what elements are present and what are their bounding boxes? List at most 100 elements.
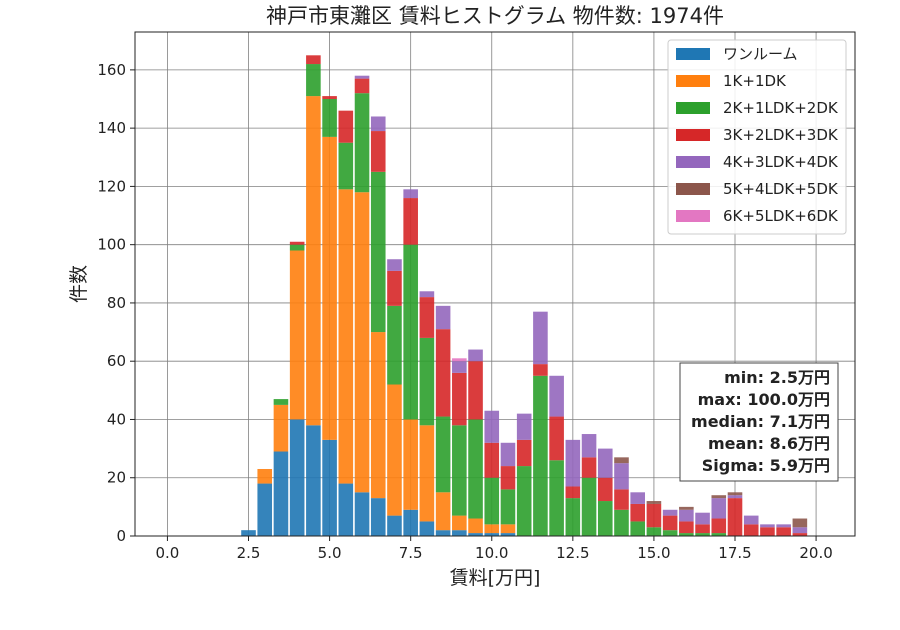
x-axis-label: 賃料[万円] [450,567,541,589]
legend-label: 6K+5LDK+6DK [723,207,839,225]
y-tick-label: 160 [97,61,126,79]
bar-segment-4 [792,527,808,534]
bar-segment-3 [695,524,710,534]
bar-segment-3 [533,364,548,376]
bar-segment-5 [679,506,694,510]
bar-segment-0 [484,533,500,536]
bar-segment-2 [354,93,370,193]
bar-segment-2 [516,466,532,536]
stats-min: min: 2.5万円 [724,368,830,387]
bar-segment-4 [484,410,500,443]
y-tick-label: 80 [107,294,126,312]
bar-segment-4 [468,349,483,362]
legend-label: 3K+2LDK+3DK [723,126,839,144]
bar-segment-2 [597,501,613,536]
bar-segment-4 [662,509,678,516]
bar-segment-2 [370,171,386,333]
bar-segment-4 [695,512,710,525]
legend-label: 4K+3LDK+4DK [723,153,839,171]
legend-label: ワンルーム [723,45,798,63]
bar-segment-0 [403,509,418,536]
bar-segment-3 [760,527,775,536]
bar-segment-2 [533,375,548,536]
bar-segment-4 [565,439,581,487]
x-tick-label: 20.0 [799,544,832,562]
x-tick-label: 15.0 [637,544,670,562]
bar-segment-3 [435,329,451,417]
bar-segment-2 [711,533,727,536]
bar-segment-3 [597,477,613,502]
stats-mean: mean: 8.6万円 [708,434,830,453]
legend-box [667,39,847,235]
bar-segment-4 [614,463,629,490]
bar-segment-4 [452,361,467,373]
y-tick-label: 140 [97,119,126,137]
bar-segment-2 [273,399,289,405]
bar-segment-3 [516,439,532,467]
bar-segment-0 [273,451,289,536]
bar-segment-2 [484,477,500,525]
bar-segment-1 [500,524,516,534]
bar-segment-2 [403,244,418,420]
bar-segment-1 [289,250,305,420]
y-tick-label: 20 [107,469,126,487]
legend-swatch [676,183,710,195]
bar-segment-3 [354,78,370,94]
y-tick-label: 100 [97,236,126,254]
y-axis-label: 件数 [68,265,90,303]
bar-segment-2 [306,64,321,97]
bar-segment-2 [419,337,435,426]
bar-segment-1 [484,524,500,534]
bar-segment-1 [419,425,435,522]
bar-segment-3 [419,297,435,338]
bar-segment-2 [565,498,581,536]
bar-segment-4 [516,413,532,440]
bar-segment-2 [468,419,483,519]
y-tick-label: 120 [97,177,126,195]
y-tick-label: 60 [107,352,126,370]
bar-segment-3 [727,498,743,536]
bar-segment-0 [435,530,451,536]
bar-segment-3 [662,515,678,531]
bar-segment-1 [338,189,354,484]
bar-segment-1 [403,419,418,510]
y-tick-label: 0 [116,527,126,545]
axis-ticks: 0.0 2.5 5.0 7.5 10.0 12.5 15.0 17.5 20.0 0 20 40 60 8… [97,61,832,562]
bar-segment-4 [533,311,548,365]
bar-segment-2 [581,477,597,536]
bar-segment-2 [289,244,305,251]
bar-segment-3 [468,361,483,420]
bar-segment-4 [597,448,613,478]
x-tick-label: 0.0 [156,544,180,562]
legend-swatch [676,102,710,114]
x-tick-label: 17.5 [718,544,751,562]
bar-segment-1 [468,518,483,534]
x-tick-label: 5.0 [318,544,342,562]
bar-segment-3 [322,96,337,100]
bar-segment-4 [354,75,370,79]
bar-segment-1 [273,404,289,452]
legend-label: 1K+1DK [723,72,787,90]
bar-segment-6 [452,358,467,362]
bar-segment-4 [370,116,386,132]
bar-segment-1 [257,468,273,484]
bar-segment-5 [646,501,662,504]
bar-segment-4 [679,509,694,522]
plot-area-frame [134,31,856,537]
bar-segment-3 [743,524,759,536]
bar-segment-0 [419,521,435,536]
bar-segment-3 [711,518,727,534]
bar-segment-2 [679,533,694,536]
bar-segment-4 [760,524,775,528]
bar-segment-2 [549,460,564,536]
bar-segment-2 [338,142,354,190]
x-tick-label: 7.5 [399,544,423,562]
bar-segment-3 [452,372,467,426]
x-tick-label: 10.0 [475,544,508,562]
bar-segment-2 [614,509,629,536]
bar-segment-4 [500,442,516,467]
bar-segment-1 [306,96,321,426]
bar-segment-4 [581,434,597,458]
grid-lines [135,32,855,537]
